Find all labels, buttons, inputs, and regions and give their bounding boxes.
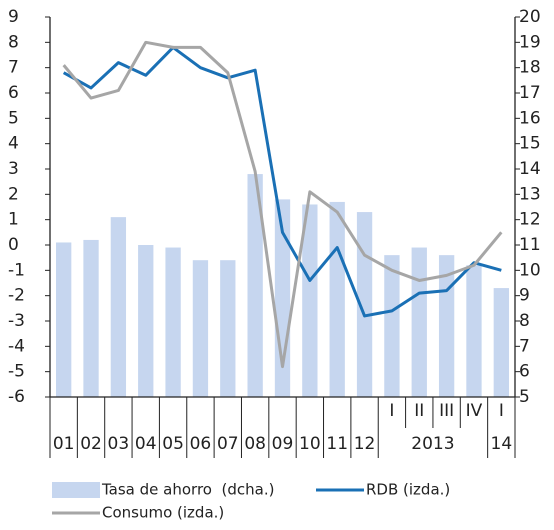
y-tick-label: 6 xyxy=(8,83,19,103)
y2-tick-label: 13 xyxy=(519,184,541,204)
x-tick-label: II xyxy=(414,401,424,421)
y2-tick-label: 12 xyxy=(519,210,541,230)
legend-label: RDB (izda.) xyxy=(366,481,450,499)
y2-tick-label: 14 xyxy=(519,159,541,179)
y-tick-label: 8 xyxy=(8,32,19,52)
x-tick-label: 11 xyxy=(326,434,348,454)
y2-tick-label: 6 xyxy=(519,362,530,382)
x-tick-label: 08 xyxy=(244,434,266,454)
x-tick-label: 12 xyxy=(354,434,376,454)
y2-tick-label: 17 xyxy=(519,83,541,103)
bar xyxy=(220,260,236,397)
y-tick-label: -1 xyxy=(8,260,25,280)
y2-tick-label: 10 xyxy=(519,260,541,280)
x-tick-label: 02 xyxy=(80,434,102,454)
y-tick-label: 3 xyxy=(8,159,19,179)
y-tick-label: -6 xyxy=(8,387,25,407)
x-tick-label: 06 xyxy=(190,434,212,454)
y-tick-label: 4 xyxy=(8,134,19,154)
bar xyxy=(302,204,318,397)
legend-label: Tasa de ahorro (dcha.) xyxy=(101,481,274,499)
x-tick-label: 03 xyxy=(108,434,130,454)
y2-tick-label: 19 xyxy=(519,32,541,52)
x-group-label: 2013 xyxy=(411,434,454,454)
y2-tick-label: 20 xyxy=(519,7,541,27)
x-tick-label: I xyxy=(499,401,504,421)
line-series xyxy=(62,40,503,369)
y-tick-label: -5 xyxy=(8,362,25,382)
bar xyxy=(56,242,72,397)
x-tick-label: 05 xyxy=(162,434,184,454)
bar xyxy=(165,247,181,397)
y-tick-label: 9 xyxy=(8,7,19,27)
y2-tick-label: 11 xyxy=(519,235,541,255)
x-tick-label: 07 xyxy=(217,434,239,454)
bar xyxy=(384,255,400,397)
y2-tick-label: 8 xyxy=(519,311,530,331)
bar xyxy=(493,288,509,397)
y-tick-label: 1 xyxy=(8,210,19,230)
bar xyxy=(466,265,482,397)
bar xyxy=(110,217,127,397)
y2-tick-label: 15 xyxy=(519,134,541,154)
y2-tick-label: 7 xyxy=(519,336,530,356)
x-tick-label: 01 xyxy=(53,434,75,454)
y-tick-label: -2 xyxy=(8,286,25,306)
y-tick-label: 5 xyxy=(8,108,19,128)
x-group-label: 14 xyxy=(491,434,513,454)
y-tick-label: -4 xyxy=(8,336,25,356)
y2-tick-label: 9 xyxy=(519,286,530,306)
bar xyxy=(138,245,154,397)
bar xyxy=(83,239,99,397)
line-series xyxy=(62,45,502,318)
bar xyxy=(329,201,345,397)
y-tick-label: 7 xyxy=(8,58,19,78)
bar xyxy=(247,174,263,397)
y-tick-label: 2 xyxy=(8,184,19,204)
x-tick-label: IV xyxy=(466,401,483,421)
y-tick-label: 0 xyxy=(8,235,19,255)
x-tick-label: 04 xyxy=(135,434,157,454)
x-tick-label: III xyxy=(439,401,454,421)
legend-swatch xyxy=(52,482,100,498)
y2-tick-label: 16 xyxy=(519,108,541,128)
y2-tick-label: 18 xyxy=(519,58,541,78)
x-tick-label: I xyxy=(389,401,394,421)
y2-tick-label: 5 xyxy=(519,387,530,407)
x-tick-label: 09 xyxy=(272,434,294,454)
y-tick-label: -3 xyxy=(8,311,25,331)
x-tick-label: 10 xyxy=(299,434,321,454)
bar xyxy=(192,260,209,397)
legend-label: Consumo (izda.) xyxy=(102,504,224,522)
bar xyxy=(411,247,427,397)
